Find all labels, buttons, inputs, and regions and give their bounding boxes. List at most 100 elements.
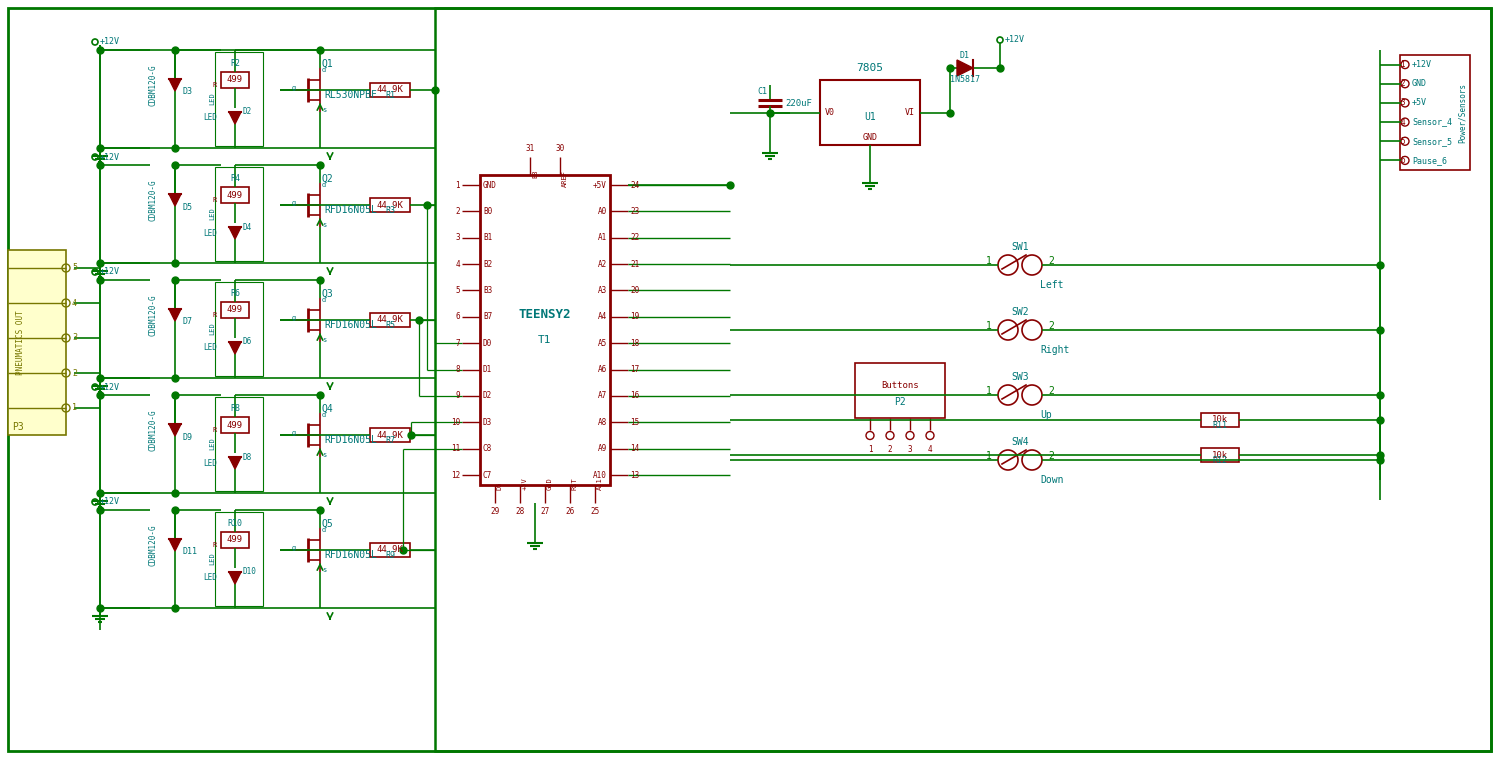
Text: Q1: Q1 (322, 59, 334, 69)
Polygon shape (169, 539, 181, 551)
Text: LED: LED (204, 574, 217, 582)
Text: B7: B7 (483, 312, 492, 321)
Text: R10: R10 (228, 519, 243, 528)
Text: Sensor_5: Sensor_5 (1412, 137, 1453, 146)
Polygon shape (229, 457, 241, 469)
Text: 11: 11 (451, 444, 460, 453)
Text: RFD16N05L: RFD16N05L (324, 550, 376, 560)
Text: SW3: SW3 (1012, 372, 1028, 382)
Text: B3: B3 (483, 286, 492, 295)
Text: s: s (322, 452, 327, 458)
Text: 13: 13 (630, 471, 639, 480)
Text: SW1: SW1 (1012, 242, 1028, 252)
Bar (214, 512, 262, 606)
Text: R4: R4 (229, 174, 240, 183)
Text: Q5: Q5 (322, 519, 334, 529)
Text: g: g (292, 545, 295, 551)
Text: 23: 23 (630, 207, 639, 216)
Text: LED: LED (208, 208, 214, 220)
Text: LED: LED (204, 114, 217, 122)
Text: 44.9K: 44.9K (376, 86, 403, 95)
Text: 2: 2 (887, 446, 892, 455)
Text: C8: C8 (483, 444, 492, 453)
Text: 5: 5 (456, 286, 460, 295)
Text: 9: 9 (456, 392, 460, 401)
Text: SW2: SW2 (1012, 307, 1028, 317)
Text: D9: D9 (183, 433, 193, 442)
Text: 24: 24 (630, 181, 639, 190)
Text: D6: D6 (243, 338, 252, 347)
Text: R: R (213, 427, 217, 433)
Text: D2: D2 (483, 392, 492, 401)
Text: 499: 499 (226, 536, 243, 544)
Text: 2: 2 (456, 207, 460, 216)
Polygon shape (169, 309, 181, 321)
Text: Buttons: Buttons (881, 380, 919, 389)
Text: CDBM120-G: CDBM120-G (148, 65, 157, 106)
Text: D5: D5 (183, 203, 193, 212)
Text: Q2: Q2 (322, 174, 334, 184)
Text: 1: 1 (986, 256, 992, 266)
Text: LED: LED (208, 323, 214, 335)
Text: TEENSY2: TEENSY2 (519, 308, 571, 322)
Text: RFD16N05L: RFD16N05L (324, 320, 376, 330)
Text: 44.9K: 44.9K (376, 200, 403, 209)
Text: RL530NPBF: RL530NPBF (324, 90, 376, 100)
Bar (220, 187, 249, 203)
Text: 1: 1 (986, 321, 992, 331)
Text: V0: V0 (824, 108, 835, 117)
Text: R11: R11 (1213, 421, 1228, 430)
Text: 2: 2 (1048, 321, 1054, 331)
Text: 8: 8 (456, 365, 460, 374)
Text: +12V: +12V (100, 37, 120, 46)
Bar (854, 363, 944, 417)
Text: 3: 3 (908, 446, 913, 455)
Text: 10k: 10k (1211, 451, 1228, 459)
Text: d: d (322, 67, 327, 73)
Text: 1: 1 (1400, 60, 1405, 69)
Text: R5: R5 (385, 321, 396, 330)
Text: D10: D10 (243, 568, 256, 577)
Polygon shape (169, 194, 181, 206)
Text: s: s (322, 567, 327, 573)
Text: s: s (322, 107, 327, 113)
Polygon shape (229, 342, 241, 354)
Text: D3: D3 (483, 417, 492, 427)
Text: 2: 2 (72, 369, 76, 377)
Bar (214, 397, 262, 491)
Text: 1: 1 (456, 181, 460, 190)
Text: 1: 1 (986, 451, 992, 461)
Bar (220, 532, 249, 548)
Text: A5: A5 (598, 339, 607, 348)
Text: D11: D11 (183, 547, 198, 556)
Text: 25: 25 (591, 507, 600, 516)
Bar (370, 198, 411, 212)
Bar (214, 52, 262, 146)
Text: CDBM120-G: CDBM120-G (148, 294, 157, 335)
Text: T1: T1 (538, 335, 552, 345)
Bar (370, 83, 411, 97)
Text: 7805: 7805 (856, 63, 883, 73)
Bar (214, 167, 262, 261)
Text: 30: 30 (555, 144, 565, 153)
Text: +5V: +5V (594, 181, 607, 190)
Text: R: R (213, 542, 217, 548)
Text: 3: 3 (456, 233, 460, 242)
Text: g: g (292, 430, 295, 436)
Text: RFD16N05L: RFD16N05L (324, 435, 376, 445)
Text: 1N5817: 1N5817 (950, 75, 980, 84)
Text: 26: 26 (565, 507, 574, 516)
Text: 28: 28 (516, 507, 525, 516)
Text: +12V: +12V (1412, 60, 1432, 69)
Text: d: d (322, 527, 327, 533)
Text: R7: R7 (385, 436, 396, 445)
Text: s: s (322, 222, 327, 228)
Polygon shape (229, 227, 241, 239)
Text: Pause_6: Pause_6 (1412, 156, 1447, 165)
Text: s: s (322, 337, 327, 343)
Text: A3: A3 (598, 286, 607, 295)
Text: 44.9K: 44.9K (376, 430, 403, 439)
Text: g: g (292, 315, 295, 321)
Text: 6: 6 (456, 312, 460, 321)
Text: Left: Left (1040, 280, 1063, 290)
